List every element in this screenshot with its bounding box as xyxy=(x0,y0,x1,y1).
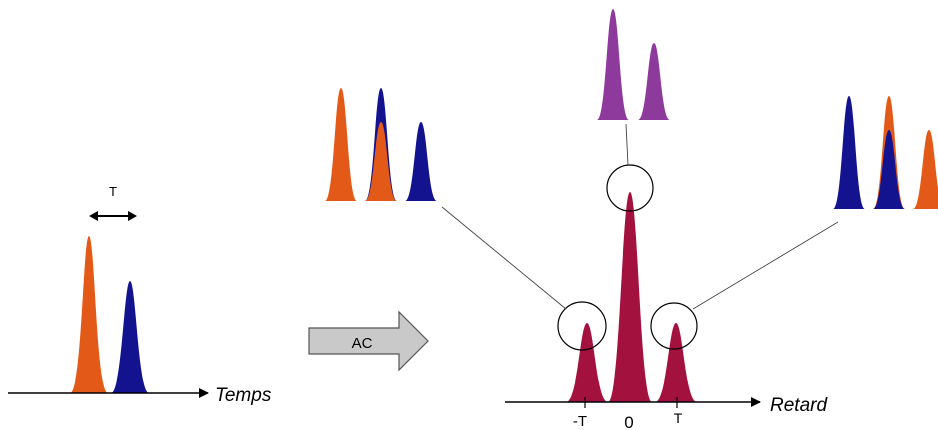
inset-plus-tau-orange-2 xyxy=(913,130,938,209)
ac-operation-arrow: AC xyxy=(308,310,429,372)
connector-minus-tau xyxy=(441,206,567,310)
connector-zero xyxy=(625,123,629,166)
input-axis-label: Temps xyxy=(215,385,272,406)
delay-axis-label: Retard xyxy=(770,395,828,416)
tick-label-minus-tau: -T xyxy=(573,413,587,430)
inset-zero xyxy=(597,9,670,120)
input-pulses xyxy=(70,236,149,393)
ac-arrow-shape xyxy=(308,310,429,372)
ac-peak-zero xyxy=(608,192,652,402)
ac-peak-minus-tau xyxy=(566,323,608,402)
tick-label-plus-tau: T xyxy=(674,410,683,426)
inset-plus-tau-blue-1 xyxy=(833,96,865,209)
tau-label: T xyxy=(109,184,117,199)
inset-minus-tau-orange-1 xyxy=(325,88,357,201)
circle-minus-tau xyxy=(557,301,607,351)
ac-label: AC xyxy=(352,335,373,352)
inset-minus-tau xyxy=(325,88,437,201)
circle-zero xyxy=(606,164,654,212)
inset-zero-peak-2 xyxy=(638,43,670,120)
inset-minus-tau-blue-2 xyxy=(405,122,437,201)
inset-plus-tau xyxy=(833,96,938,209)
inset-plus-tau-blue-2 xyxy=(873,130,905,209)
circle-plus-tau xyxy=(650,302,698,350)
inset-minus-tau-orange-2 xyxy=(365,122,397,201)
autocorrelation-peaks xyxy=(566,192,697,402)
tau-spacing-indicator xyxy=(89,211,137,221)
tick-label-zero: 0 xyxy=(624,413,633,430)
ac-peak-plus-tau xyxy=(655,323,697,402)
input-pulse-blue xyxy=(111,281,149,393)
inset-zero-peak-1 xyxy=(597,9,629,120)
input-pulse-orange xyxy=(70,236,108,393)
connector-plus-tau xyxy=(692,221,839,310)
